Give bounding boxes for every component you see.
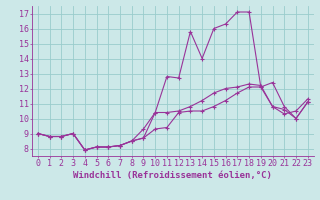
- X-axis label: Windchill (Refroidissement éolien,°C): Windchill (Refroidissement éolien,°C): [73, 171, 272, 180]
